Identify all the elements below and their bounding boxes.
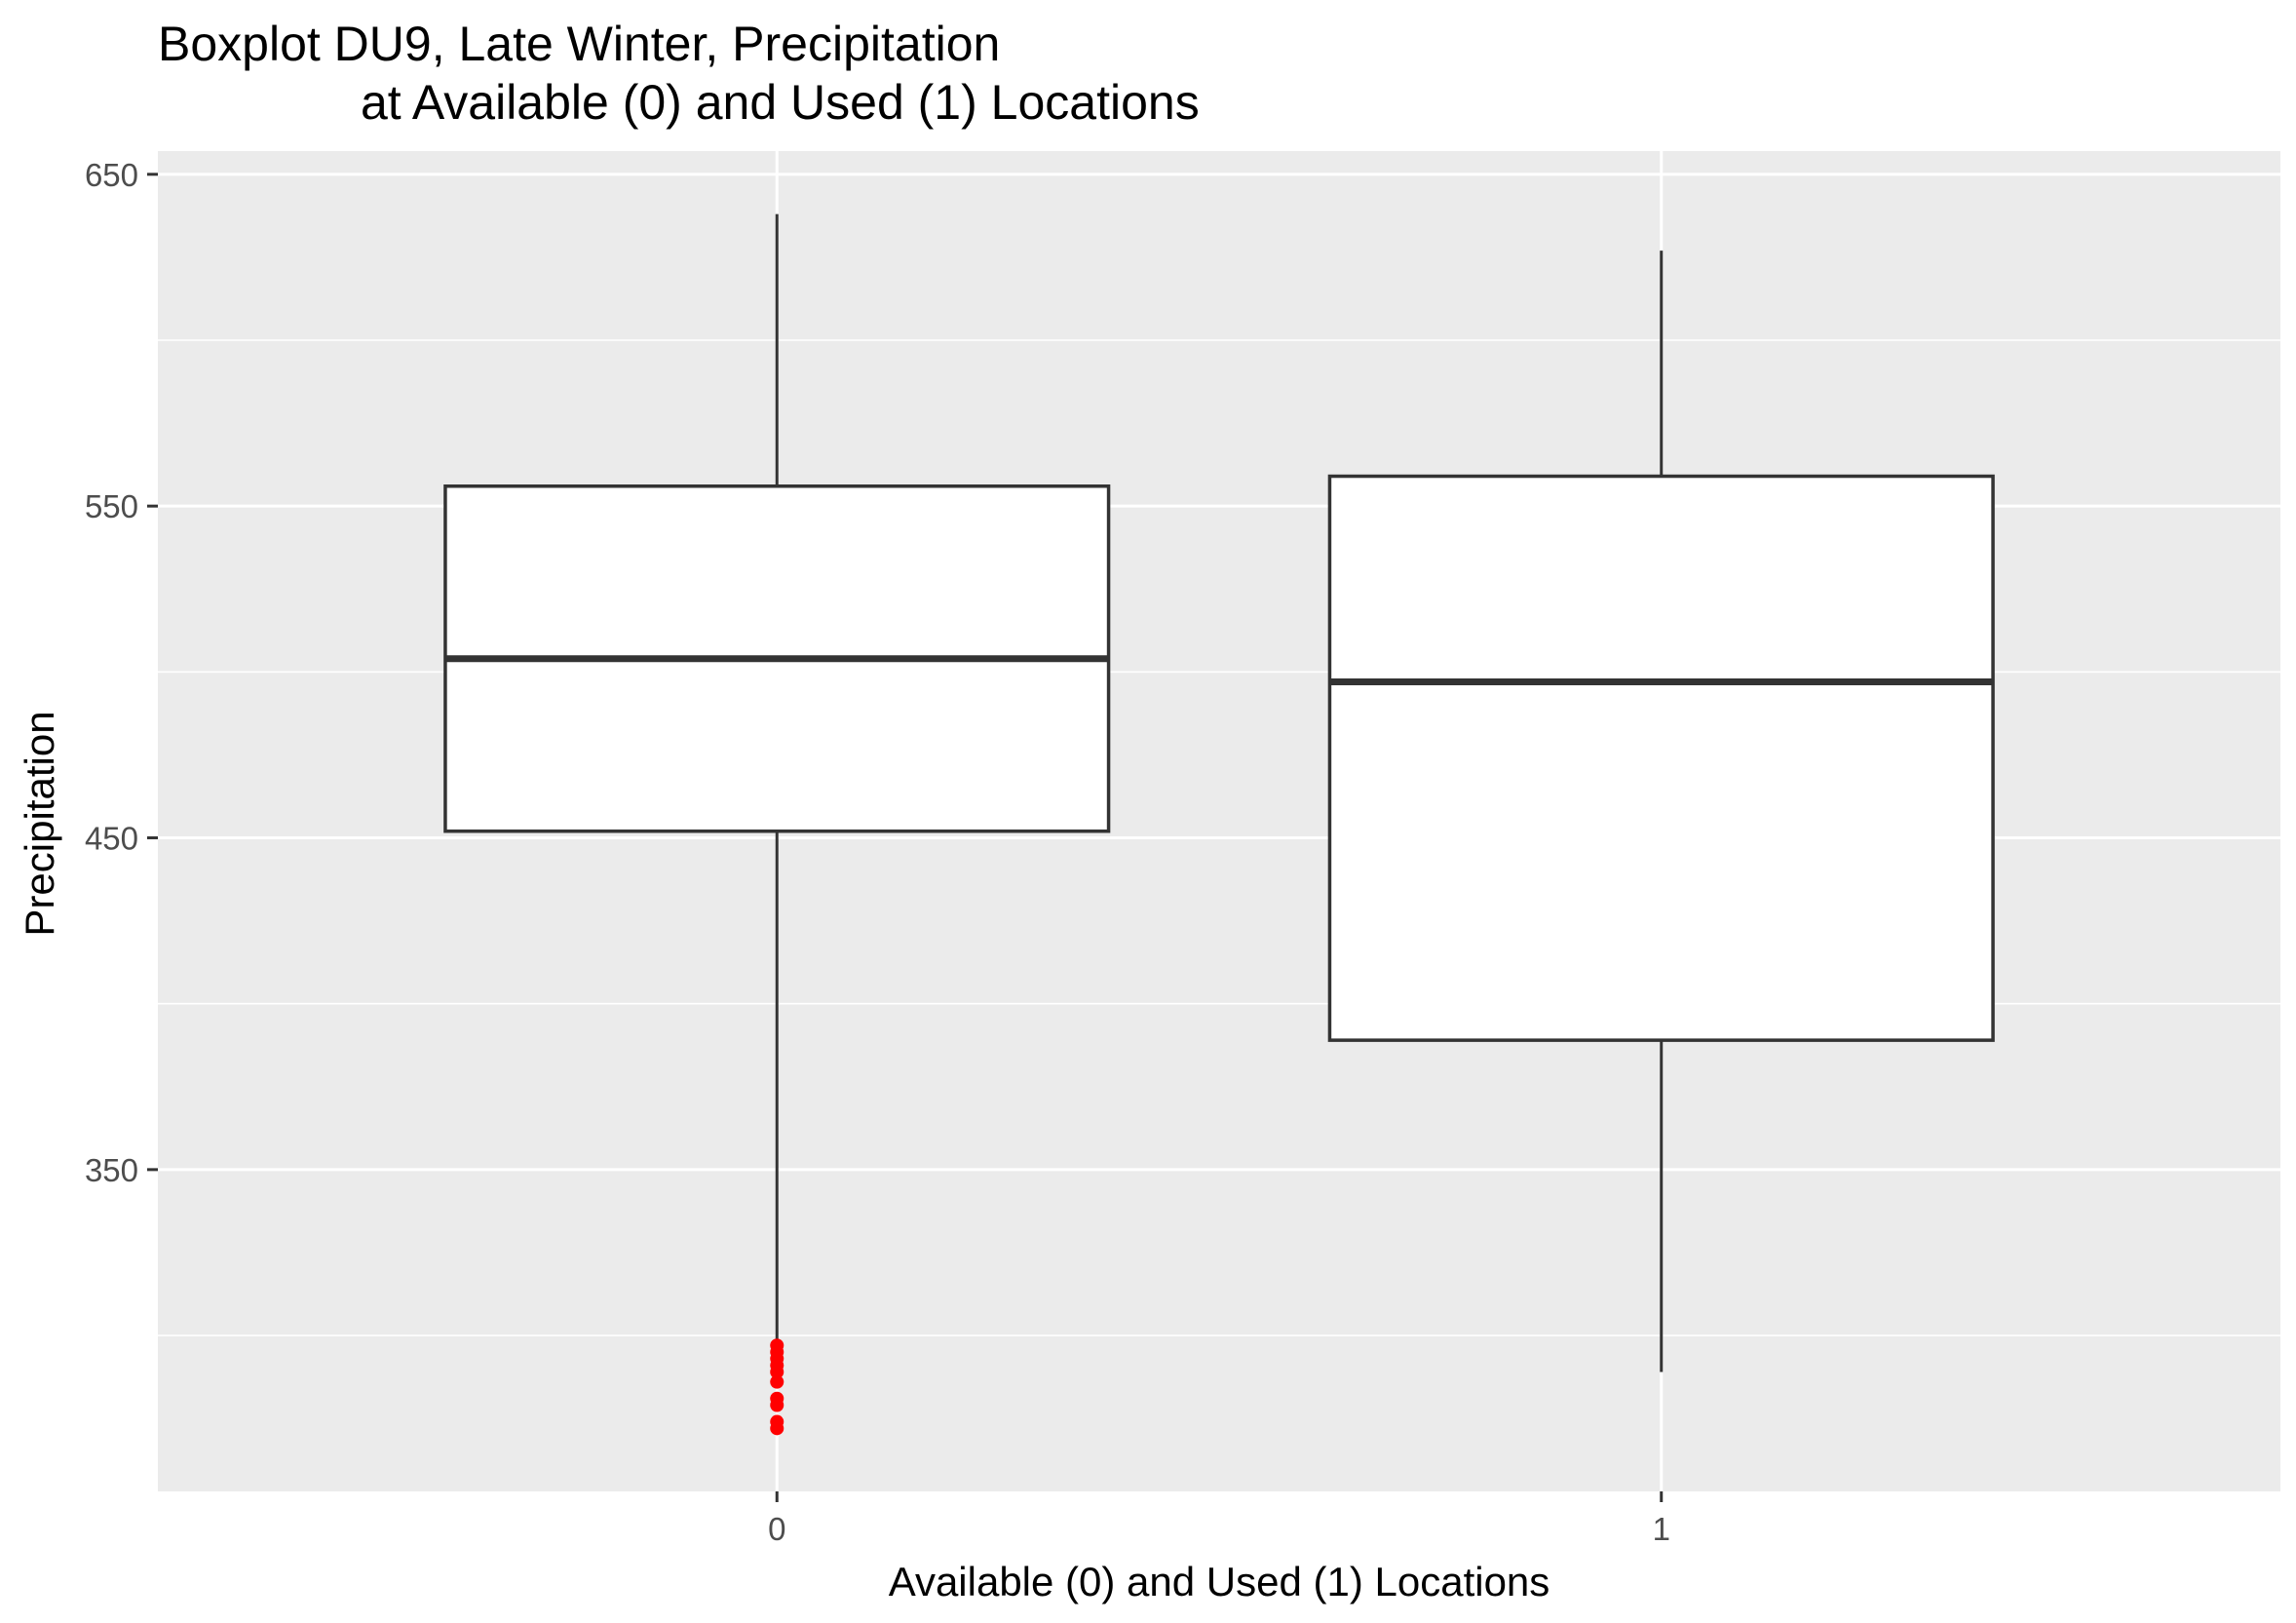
y-tick-label-450: 450 <box>85 821 138 857</box>
chart-subtitle: at Available (0) and Used (1) Locations <box>361 75 1200 130</box>
y-tick-label-650: 650 <box>85 157 138 193</box>
outlier-point-0-9 <box>770 1421 784 1436</box>
outlier-point-0-5 <box>770 1374 784 1389</box>
box-1 <box>1327 474 1995 1042</box>
x-tick-label-1: 1 <box>1653 1511 1670 1547</box>
y-tick-label-350: 350 <box>85 1152 138 1188</box>
y-axis-title: Precipitation <box>17 711 62 936</box>
outlier-point-0-4 <box>770 1365 784 1379</box>
y-tick-label-550: 550 <box>85 488 138 524</box>
box-group <box>443 213 1995 1436</box>
outlier-point-0-7 <box>770 1398 784 1412</box>
x-tick-label-0: 0 <box>768 1511 785 1547</box>
x-axis-title: Available (0) and Used (1) Locations <box>889 1559 1550 1604</box>
chart-title: Boxplot DU9, Late Winter, Precipitation <box>158 17 1000 71</box>
axes: 350 450 550 650 0 1 <box>85 157 1670 1547</box>
